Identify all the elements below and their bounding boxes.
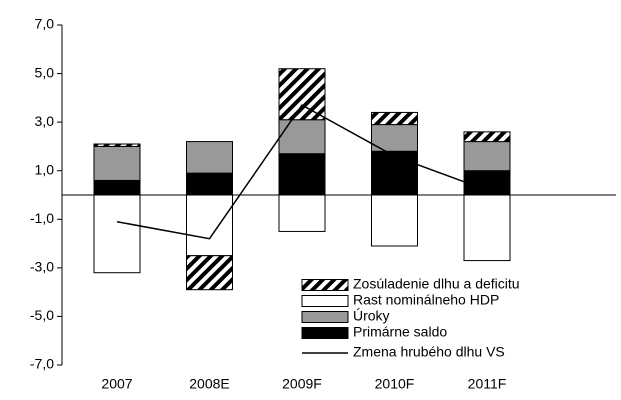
bar [278,119,326,155]
bar [371,111,418,126]
y-tick-label: -7,0 [30,356,54,372]
legend-label: Úroky [353,308,390,324]
x-tick-label: 2008E [189,376,229,392]
bar [463,141,511,172]
legend-label: Rast nominálneho HDP [353,292,499,308]
bar [186,172,233,196]
bar [93,143,141,147]
bar [278,153,326,196]
bar [278,68,326,121]
x-tick-label: 2011F [468,376,507,392]
bar [463,170,511,196]
bar [463,131,511,143]
y-tick-label: 5,0 [35,64,55,80]
bar [93,145,141,181]
bar [278,194,326,232]
bar [186,255,233,291]
legend-swatch [301,279,349,291]
legend-swatch [301,327,349,339]
x-tick-label: 2009F [282,376,322,392]
bar [186,141,233,174]
x-tick-label: 2010F [375,376,415,392]
legend-swatch [301,311,349,323]
y-tick-label: 7,0 [35,16,55,32]
bar [93,179,141,196]
y-tick-label: -1,0 [30,210,54,226]
line [116,104,488,240]
bar [463,194,511,262]
legend-label: Zosúladenie dlhu a deficitu [353,276,520,292]
legend-swatch [301,295,349,307]
bar [371,150,418,196]
y-tick-label: -3,0 [30,259,54,275]
y-tick-label: 3,0 [35,113,55,129]
legend-label: Zmena hrubého dlhu VS [353,344,505,360]
legend-label: Primárne saldo [353,324,447,340]
x-tick-label: 2007 [101,376,132,392]
bar [186,194,233,257]
y-tick-label: 1,0 [35,161,55,177]
y-tick-label: -5,0 [30,307,54,323]
bar [93,194,141,274]
bar [371,194,418,247]
